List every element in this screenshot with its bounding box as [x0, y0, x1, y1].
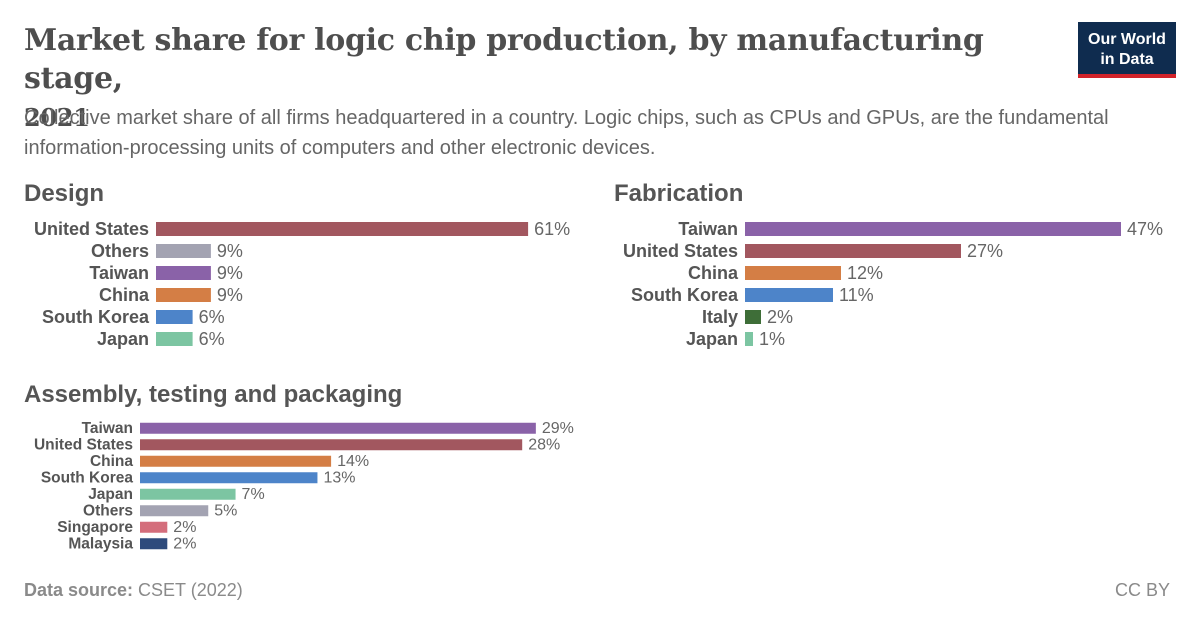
panel-title-design: Design	[24, 180, 105, 207]
bar-china[interactable]	[745, 266, 841, 280]
panel-title-fabrication: Fabrication	[614, 180, 744, 207]
category-label-taiwan: Taiwan	[82, 420, 133, 437]
category-label-singapore: Singapore	[57, 519, 133, 536]
bar-taiwan[interactable]	[156, 266, 211, 280]
chart-subtitle: Collective market share of all firms hea…	[24, 107, 1109, 159]
fabrication-bar-chart: Taiwan 47% United States 27% China 12% South K…	[623, 219, 1163, 349]
value-label-japan: 1%	[759, 329, 785, 349]
panel-title-assembly: Assembly, testing and packaging	[24, 381, 403, 408]
bar-taiwan[interactable]	[140, 422, 536, 434]
value-label-south-korea: 11%	[839, 285, 874, 305]
chart-title: Market share for logic chip production, …	[24, 22, 1024, 137]
category-label-taiwan: Taiwan	[678, 219, 738, 239]
category-label-italy: Italy	[702, 307, 738, 327]
chart-title-line2: 2021	[24, 103, 90, 132]
bar-taiwan[interactable]	[745, 222, 1121, 236]
bar-china[interactable]	[156, 288, 211, 302]
bar-japan[interactable]	[745, 332, 753, 346]
bar-china[interactable]	[140, 455, 332, 467]
category-label-japan: Japan	[686, 329, 738, 349]
value-label-united-states: 61%	[534, 219, 570, 239]
value-label-others: 5%	[214, 502, 237, 519]
category-label-malaysia: Malaysia	[68, 535, 133, 552]
owid-logo[interactable]: Our World in Data	[1078, 22, 1176, 78]
value-label-japan: 6%	[199, 329, 225, 349]
value-label-south-korea: 6%	[199, 307, 225, 327]
category-label-others: Others	[91, 241, 149, 261]
category-label-japan: Japan	[97, 329, 149, 349]
value-label-singapore: 2%	[173, 519, 196, 536]
value-label-united-states: 28%	[528, 436, 560, 453]
value-label-china: 14%	[337, 453, 369, 470]
category-label-united-states: United States	[623, 241, 738, 261]
bar-united-states[interactable]	[745, 244, 961, 258]
value-label-china: 9%	[217, 285, 243, 305]
assembly-bar-chart: Taiwan 29% United States 28% China 14% South K…	[34, 420, 574, 553]
logo-line2: in Data	[1100, 51, 1154, 68]
bar-japan[interactable]	[156, 332, 193, 346]
bar-south-korea[interactable]	[140, 472, 318, 484]
data-source-value[interactable]: CSET (2022)	[133, 580, 243, 600]
value-label-taiwan: 47%	[1127, 219, 1163, 239]
category-label-south-korea: South Korea	[41, 469, 134, 486]
value-label-malaysia: 2%	[173, 535, 196, 552]
value-label-south-korea: 13%	[323, 469, 355, 486]
bar-singapore[interactable]	[140, 521, 168, 533]
bar-others[interactable]	[156, 244, 211, 258]
license-link[interactable]: CC BY	[1114, 580, 1170, 600]
value-label-united-states: 27%	[967, 241, 1003, 261]
category-label-south-korea: South Korea	[42, 307, 150, 327]
category-label-taiwan: Taiwan	[89, 263, 149, 283]
value-label-taiwan: 9%	[217, 263, 243, 283]
bar-south-korea[interactable]	[156, 310, 193, 324]
chart-title-line1: Market share for logic chip production, …	[24, 23, 984, 96]
bar-japan[interactable]	[140, 488, 236, 500]
value-label-japan: 7%	[242, 486, 265, 503]
logo-line1: Our World	[1088, 31, 1166, 48]
category-label-china: China	[99, 285, 150, 305]
category-label-others: Others	[83, 502, 133, 519]
category-label-south-korea: South Korea	[631, 285, 739, 305]
bar-malaysia[interactable]	[140, 538, 168, 550]
data-source: Data source: CSET (2022)	[24, 580, 243, 601]
category-label-china: China	[90, 453, 133, 470]
value-label-china: 12%	[847, 263, 883, 283]
bar-united-states[interactable]	[156, 222, 529, 236]
category-label-japan: Japan	[88, 486, 133, 503]
bar-south-korea[interactable]	[745, 288, 833, 302]
category-label-united-states: United States	[34, 436, 133, 453]
value-label-italy: 2%	[767, 307, 793, 327]
design-bar-chart: United States 61% Others 9% Taiwan 9% China 9% S…	[34, 219, 570, 349]
bar-united-states[interactable]	[140, 439, 523, 451]
bar-others[interactable]	[140, 505, 209, 517]
data-source-label: Data source:	[24, 580, 134, 600]
category-label-united-states: United States	[34, 219, 149, 239]
bar-italy[interactable]	[745, 310, 761, 324]
category-label-china: China	[688, 263, 739, 283]
value-label-taiwan: 29%	[542, 420, 574, 437]
value-label-others: 9%	[217, 241, 243, 261]
